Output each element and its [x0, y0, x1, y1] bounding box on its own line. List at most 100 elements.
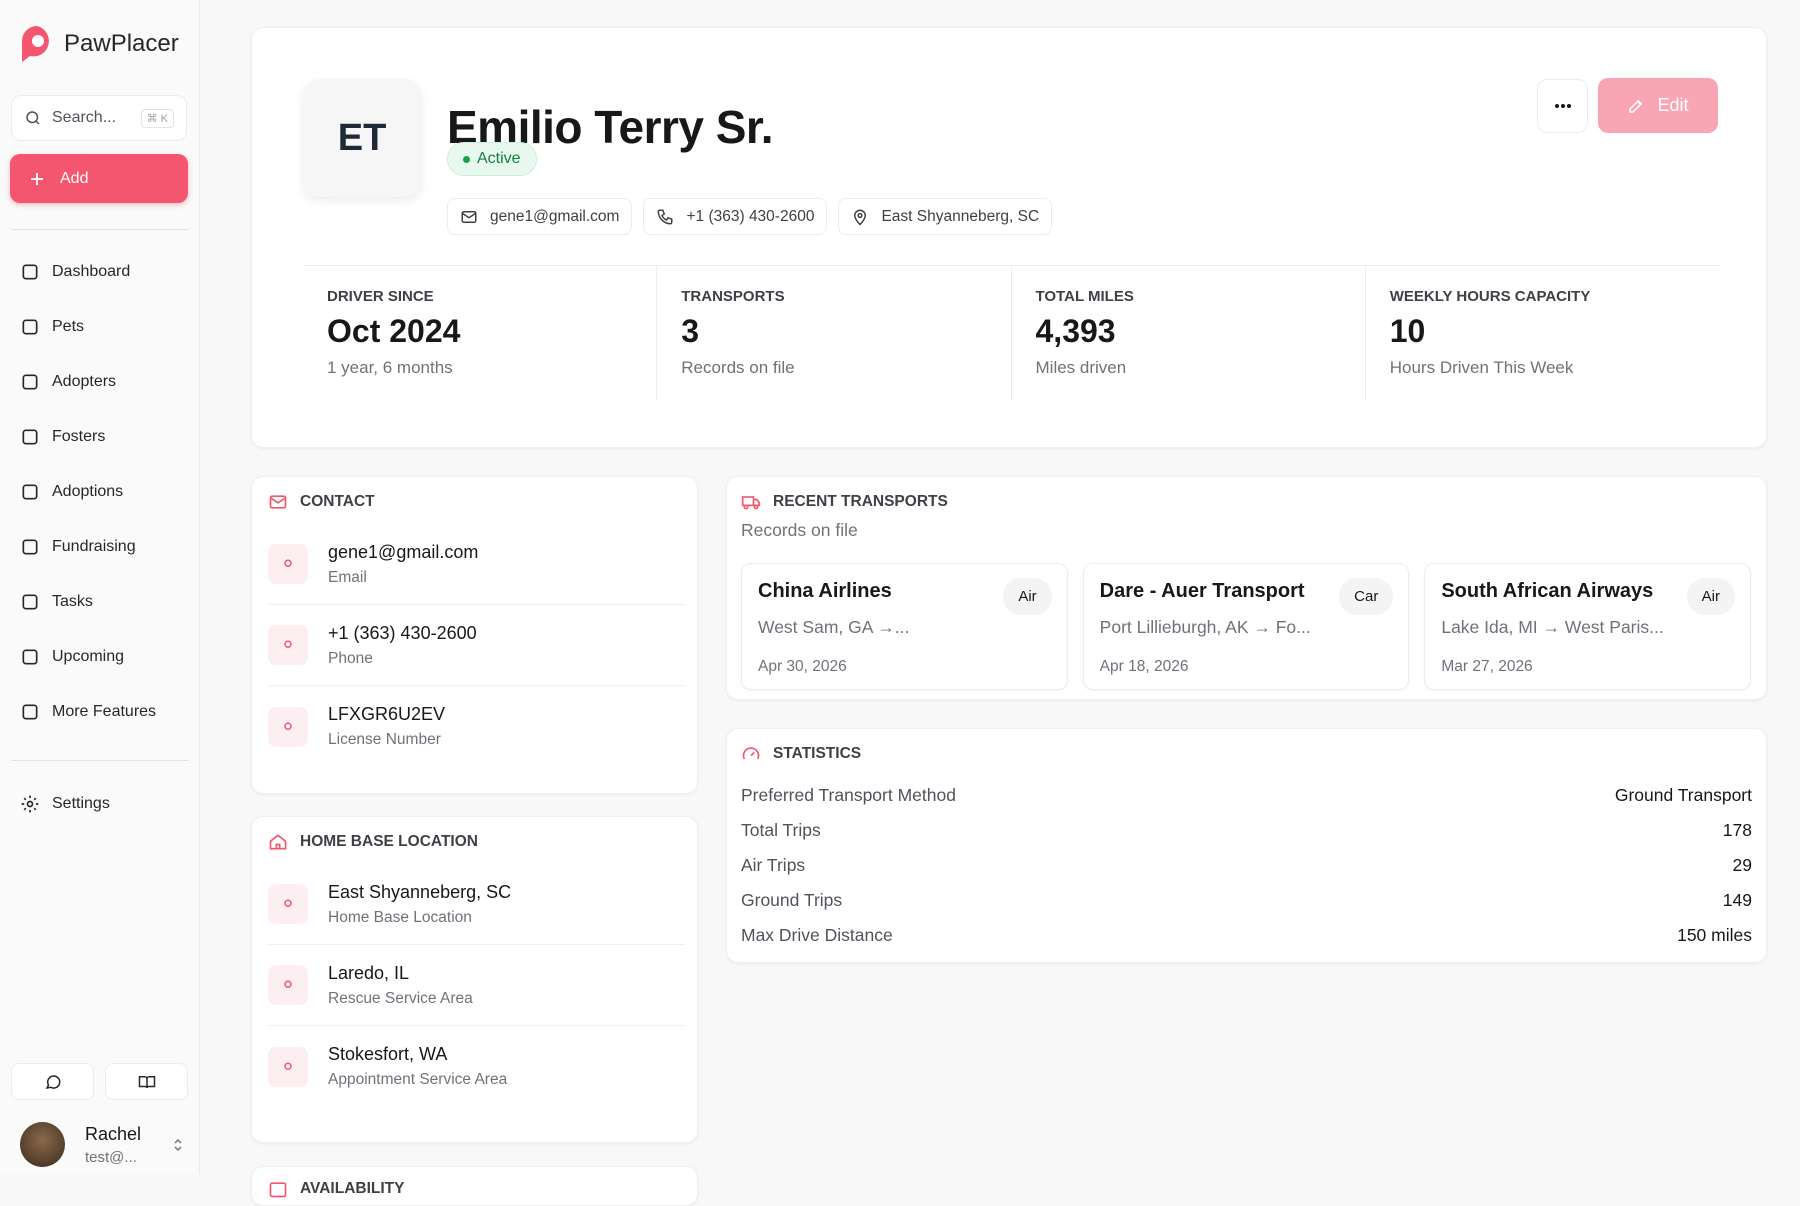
- nav-item[interactable]: Fosters: [20, 427, 105, 447]
- row-label: Home Base Location: [328, 908, 472, 926]
- row-value: +1 (363) 430-2600: [328, 622, 477, 643]
- transport-date: Apr 30, 2026: [758, 658, 847, 675]
- nav-label: Adopters: [52, 373, 117, 390]
- stat-row: Ground Trips 149: [741, 883, 1752, 918]
- stat-row-label: Air Trips: [741, 855, 806, 875]
- nav-item[interactable]: Adopters: [20, 372, 116, 392]
- stat: DRIVER SINCE Oct 2024 1 year, 6 months: [303, 266, 656, 400]
- stat: TRANSPORTS 3 Records on file: [656, 266, 1010, 400]
- more-button[interactable]: [1537, 79, 1588, 133]
- transport-name: South African Airways: [1441, 580, 1654, 602]
- stat-row-label: Ground Trips: [741, 890, 843, 910]
- nav-label: Pets: [52, 318, 85, 335]
- title-text: HOME BASE LOCATION: [300, 833, 478, 850]
- nav-item[interactable]: Dashboard: [20, 262, 130, 282]
- row-label: License Number: [328, 731, 441, 748]
- user-email: test@...: [85, 1148, 137, 1166]
- row-icon: [268, 884, 308, 924]
- transport-route: Port Lillieburgh, AK → Fo...: [1099, 617, 1311, 637]
- row-value: LFXGR6U2EV: [328, 704, 446, 724]
- location-chip[interactable]: East Shyanneberg, SC: [838, 198, 1053, 235]
- nav-label: More Features: [52, 703, 157, 720]
- row-value: Laredo, IL: [328, 962, 410, 983]
- stat-row-label: Preferred Transport Method: [741, 785, 956, 805]
- edit-button[interactable]: Edit: [1598, 78, 1718, 133]
- stat: TOTAL MILES 4,393 Miles driven: [1010, 266, 1365, 400]
- transport-route: West Sam, GA →...: [758, 617, 910, 637]
- availability-card: AVAILABILITY: [251, 1166, 698, 1206]
- nav-item[interactable]: Tasks: [20, 592, 93, 612]
- stat-row-label: Max Drive Distance: [741, 925, 893, 945]
- stat-value: 4,393: [1035, 313, 1116, 349]
- row-icon: [268, 544, 308, 584]
- docs-button[interactable]: [105, 1063, 188, 1100]
- nav-label: Tasks: [52, 593, 93, 610]
- transport-list: China Airlines Air West Sam, GA →... Apr 30…: [741, 563, 1752, 690]
- stat-label: TRANSPORTS: [681, 288, 785, 305]
- add-label: Add: [60, 169, 89, 187]
- nav-item[interactable]: Fundraising: [20, 537, 136, 557]
- transport-route: Lake Ida, MI → West Paris...: [1441, 617, 1664, 637]
- nav-label: Settings: [52, 795, 110, 812]
- nav-label: Adoptions: [52, 483, 124, 500]
- phone-chip[interactable]: +1 (363) 430-2600: [643, 198, 828, 235]
- info-row: Laredo, IL Rescue Service Area: [268, 945, 685, 1026]
- row-label: Rescue Service Area: [328, 989, 473, 1007]
- transport-date: Mar 27, 2026: [1441, 658, 1533, 675]
- profile-header: ET Emilio Terry Sr. Active gene1@gmail.c…: [251, 27, 1767, 448]
- transport-name: Dare - Auer Transport: [1099, 580, 1305, 602]
- card-title: HOME BASE LOCATION: [268, 832, 685, 852]
- info-row: East Shyanneberg, SC Home Base Location: [268, 864, 685, 945]
- transport-date: Apr 18, 2026: [1099, 658, 1189, 675]
- nav-item[interactable]: Settings: [20, 794, 110, 814]
- nav-item[interactable]: Upcoming: [20, 647, 124, 667]
- stat-value: 3: [681, 313, 700, 349]
- info-row: Stokesfort, WA Appointment Service Area: [268, 1026, 685, 1107]
- status-badge: Active: [447, 142, 537, 176]
- info-row: LFXGR6U2EV License Number: [268, 686, 685, 767]
- nav-label: Fundraising: [52, 538, 136, 555]
- transport-name: China Airlines: [758, 580, 892, 602]
- divider: [11, 760, 189, 761]
- stat-sub: Hours Driven This Week: [1389, 358, 1574, 377]
- title-text: CONTACT: [300, 493, 375, 510]
- logo: [22, 26, 49, 62]
- email-chip[interactable]: gene1@gmail.com: [447, 198, 633, 235]
- chat-button[interactable]: [11, 1063, 94, 1100]
- chip-text: +1 (363) 430-2600: [686, 207, 815, 225]
- profile-avatar: ET: [303, 79, 421, 197]
- brand[interactable]: PawPlacer: [20, 24, 179, 64]
- nav-label: Upcoming: [52, 648, 125, 665]
- transport-mode: Air: [1003, 578, 1052, 615]
- search[interactable]: Search... ⌘ K: [11, 95, 187, 141]
- user-avatar: [20, 1122, 65, 1167]
- recent-transports-card: RECENT TRANSPORTS Records on file China …: [726, 476, 1767, 700]
- transport-card[interactable]: China Airlines Air West Sam, GA →... Apr 30…: [741, 563, 1068, 690]
- row-value: East Shyanneberg, SC: [328, 881, 512, 902]
- home-base-list: East Shyanneberg, SC Home Base Location La…: [268, 864, 685, 1107]
- nav-item[interactable]: Pets: [20, 317, 84, 337]
- nav-item[interactable]: Adoptions: [20, 482, 123, 502]
- stat: WEEKLY HOURS CAPACITY 10 Hours Driven This…: [1364, 266, 1719, 400]
- stat-sub: 1 year, 6 months: [327, 358, 453, 377]
- stat-row-value: 150 miles: [1677, 925, 1752, 945]
- stat-row: Max Drive Distance 150 miles: [741, 918, 1752, 953]
- user-menu[interactable]: Rachel test@...: [20, 1122, 183, 1167]
- stat-label: TOTAL MILES: [1035, 288, 1134, 305]
- nav-item[interactable]: More Features: [20, 702, 156, 722]
- transport-card[interactable]: South African Airways Air Lake Ida, MI → W…: [1424, 563, 1752, 690]
- status-label: Active: [477, 150, 521, 167]
- divider: [11, 229, 189, 230]
- add-button[interactable]: Add: [10, 154, 188, 203]
- transport-card[interactable]: Dare - Auer Transport Car Port Lillieburgh…: [1082, 563, 1410, 690]
- stat-label: DRIVER SINCE: [327, 288, 434, 305]
- chip-text: East Shyanneberg, SC: [881, 207, 1040, 225]
- stats-row: DRIVER SINCE Oct 2024 1 year, 6 months TRAN…: [303, 265, 1719, 400]
- row-icon: [268, 965, 308, 1005]
- search-placeholder: Search...: [52, 109, 117, 126]
- shortcut: ⌘ K: [140, 108, 174, 128]
- nav-label: Fosters: [52, 428, 106, 445]
- edit-label: Edit: [1657, 95, 1689, 115]
- sidebar: PawPlacer Search... ⌘ K Add Dashboard Pet…: [0, 0, 200, 1174]
